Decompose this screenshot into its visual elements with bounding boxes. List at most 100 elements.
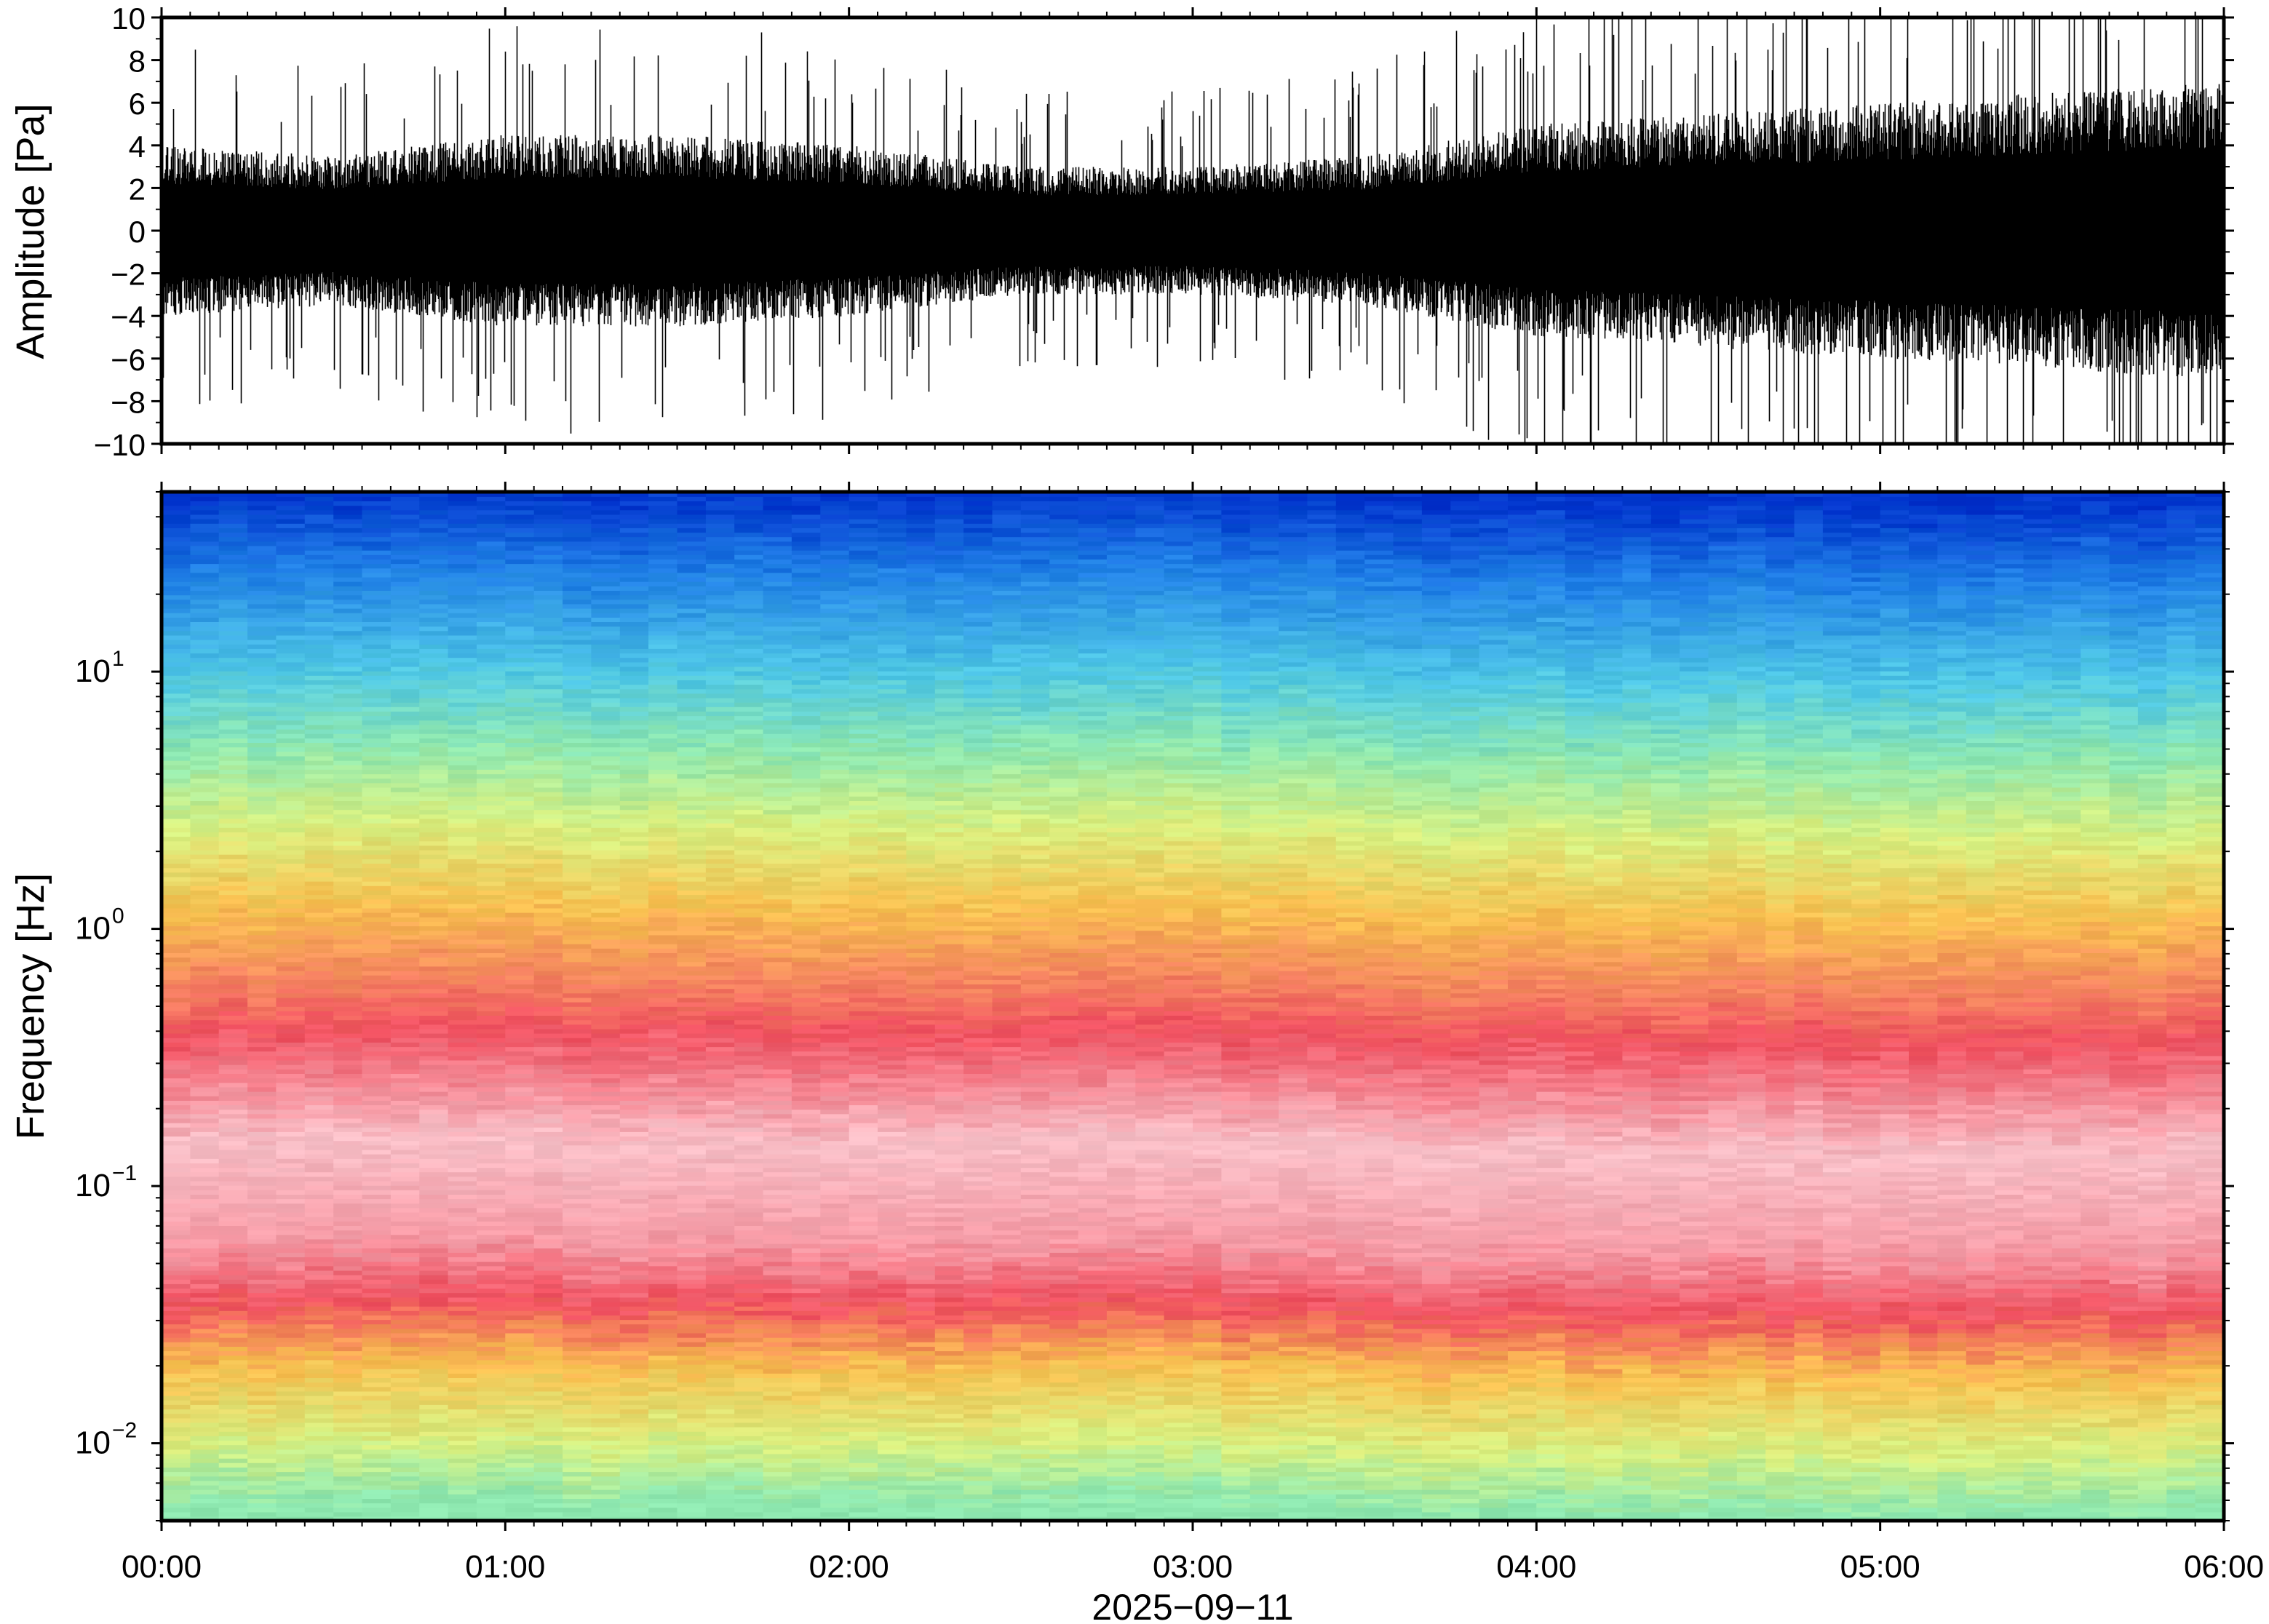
spectrogram-cell — [390, 586, 421, 591]
spectrogram-cell — [533, 706, 563, 712]
spectrogram-cell — [247, 1234, 277, 1240]
spectrogram-cell — [591, 1180, 621, 1186]
spectrogram-cell — [563, 773, 592, 779]
spectrogram-cell — [362, 943, 392, 949]
spectrogram-cell — [304, 1288, 334, 1294]
spectrogram-cell — [190, 711, 220, 717]
spectrogram-cell — [619, 1395, 649, 1401]
spectrogram-cell — [304, 1426, 334, 1432]
spectrogram-cell — [533, 1395, 563, 1401]
spectrogram-cell — [477, 1502, 506, 1508]
spectrogram-cell — [563, 867, 592, 873]
spectrogram-cell — [648, 541, 678, 546]
spectrogram-cell — [190, 926, 220, 931]
spectrogram-cell — [677, 822, 707, 828]
spectrogram-cell — [705, 1319, 736, 1325]
spectrogram-cell — [648, 1038, 678, 1043]
spectrogram-cell — [505, 590, 535, 596]
spectrogram-cell — [162, 509, 191, 515]
spectrogram-cell — [677, 988, 707, 994]
spectrogram-cell — [533, 599, 563, 605]
spectrogram-cell — [477, 1059, 506, 1065]
spectrogram-cell — [333, 930, 363, 936]
spectrogram-cell — [648, 782, 678, 788]
spectrogram-cell — [648, 822, 678, 828]
spectrogram-cell — [190, 1203, 220, 1209]
spectrogram-cell — [247, 653, 277, 658]
spectrogram-cell — [276, 1409, 306, 1414]
spectrogram-cell — [477, 528, 506, 533]
spectrogram-cell — [677, 1283, 707, 1289]
spectrogram-cell — [218, 975, 248, 980]
spectrogram-cell — [247, 1319, 277, 1325]
spectrogram-cell — [190, 1011, 220, 1016]
spectrogram-cell — [505, 863, 535, 869]
spectrogram-cell — [276, 1096, 306, 1101]
spectrogram-cell — [362, 1386, 392, 1392]
spectrogram-cell — [304, 899, 334, 904]
spectrogram-cell — [362, 1315, 392, 1321]
spectrogram-cell — [162, 755, 191, 761]
spectrogram-cell — [448, 1279, 477, 1284]
spectrogram-cell — [247, 805, 277, 811]
spectrogram-cell — [477, 827, 506, 832]
spectrogram-cell — [333, 684, 363, 690]
spectrogram-cell — [448, 992, 477, 998]
spectrogram-cell — [333, 952, 363, 958]
spectrogram-cell — [533, 1484, 563, 1490]
spectrogram-cell — [591, 1297, 621, 1302]
spectrogram-cell — [734, 1118, 764, 1123]
spectrogram-cell — [734, 1386, 764, 1392]
spectrogram-cell — [247, 608, 277, 613]
spectrogram-cell — [677, 765, 707, 770]
spectrogram-cell — [505, 1480, 535, 1486]
spectrogram-cell — [247, 1051, 277, 1056]
spectrogram-cell — [477, 997, 506, 1003]
spectrogram-cell — [218, 1511, 248, 1517]
spectrogram-cell — [477, 903, 506, 909]
spectrogram-cell — [505, 613, 535, 618]
spectrogram-cell — [705, 984, 736, 990]
spectrogram-cell — [533, 832, 563, 837]
spectrogram-cell — [362, 796, 392, 801]
spectrogram-cell — [734, 863, 764, 869]
spectrogram-cell — [304, 769, 334, 775]
spectrogram-cell — [563, 1046, 592, 1052]
spectrogram-cell — [190, 621, 220, 627]
spectrogram-cell — [505, 894, 535, 900]
spectrogram-cell — [218, 961, 248, 967]
spectrogram-cell — [333, 992, 363, 998]
spectrogram-cell — [563, 975, 592, 980]
spectrogram-cell — [563, 563, 592, 569]
spectrogram-cell — [247, 970, 277, 976]
spectrogram-cell — [734, 1243, 764, 1249]
spectrogram-cell — [648, 800, 678, 806]
spectrogram-cell — [419, 1417, 449, 1423]
spectrogram-cell — [505, 939, 535, 944]
spectrogram-cell — [333, 885, 363, 891]
spectrogram-cell — [362, 532, 392, 538]
spectrogram-cell — [619, 992, 649, 998]
spectrogram-cell — [505, 626, 535, 632]
spectrogram-cell — [218, 1243, 248, 1249]
spectrogram-cell — [419, 805, 449, 811]
spectrogram-cell — [247, 885, 277, 891]
spectrogram-cell — [505, 1386, 535, 1392]
spectrogram-cell — [705, 639, 736, 645]
spectrogram-cell — [390, 1140, 421, 1146]
spectrogram-cell — [591, 1145, 621, 1150]
spectrogram-cell — [677, 934, 707, 940]
spectrogram-cell — [477, 1051, 506, 1056]
spectrogram-cell — [162, 724, 191, 730]
spectrogram-cell — [247, 603, 277, 609]
spectrogram-cell — [448, 1113, 477, 1119]
spectrogram-cell — [247, 1516, 277, 1521]
spectrogram-cell — [247, 1279, 277, 1284]
spectrogram-cell — [533, 1444, 563, 1450]
spectrogram-cell — [304, 1359, 334, 1365]
spectrogram-cell — [619, 1225, 649, 1231]
spectrogram-cell — [563, 832, 592, 837]
spectrogram-cell — [677, 1073, 707, 1079]
spectrogram-cell — [533, 1243, 563, 1249]
spectrogram-cell — [362, 1234, 392, 1240]
